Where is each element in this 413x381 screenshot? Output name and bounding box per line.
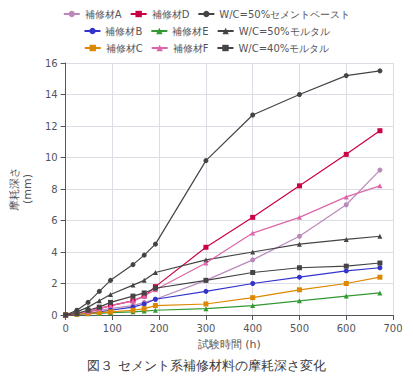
svg-text:6: 6	[51, 215, 57, 226]
svg-text:W/C=50%モルタル: W/C=50%モルタル	[239, 26, 330, 37]
svg-text:2: 2	[51, 278, 57, 289]
svg-text:補修材E: 補修材E	[172, 26, 208, 37]
svg-text:試験時間 (h): 試験時間 (h)	[198, 338, 261, 351]
svg-text:図３ セメント系補修材料の摩耗深さ変化: 図３ セメント系補修材料の摩耗深さ変化	[87, 358, 325, 373]
svg-text:14: 14	[45, 89, 58, 100]
svg-text:W/C=40%モルタル: W/C=40%モルタル	[238, 43, 329, 54]
svg-text:400: 400	[243, 323, 262, 334]
svg-text:補修材D: 補修材D	[152, 9, 190, 20]
svg-text:補修材F: 補修材F	[173, 43, 209, 54]
svg-text:(mm): (mm)	[21, 174, 34, 204]
svg-text:500: 500	[290, 323, 309, 334]
svg-text:16: 16	[45, 58, 58, 69]
svg-text:12: 12	[45, 121, 58, 132]
svg-text:8: 8	[51, 184, 57, 195]
svg-text:10: 10	[45, 152, 58, 163]
svg-text:摩耗深さ: 摩耗深さ	[8, 167, 21, 211]
svg-text:0: 0	[62, 323, 68, 334]
svg-text:4: 4	[51, 247, 57, 258]
svg-text:100: 100	[103, 323, 122, 334]
svg-text:補修材B: 補修材B	[105, 26, 142, 37]
svg-text:300: 300	[196, 323, 215, 334]
svg-text:200: 200	[150, 323, 169, 334]
svg-text:0: 0	[51, 310, 57, 321]
svg-text:補修材A: 補修材A	[85, 9, 122, 20]
svg-text:700: 700	[383, 323, 402, 334]
svg-text:W/C=50%セメントペースト: W/C=50%セメントペースト	[219, 9, 350, 20]
svg-text:600: 600	[337, 323, 356, 334]
svg-text:補修材C: 補修材C	[106, 43, 143, 54]
